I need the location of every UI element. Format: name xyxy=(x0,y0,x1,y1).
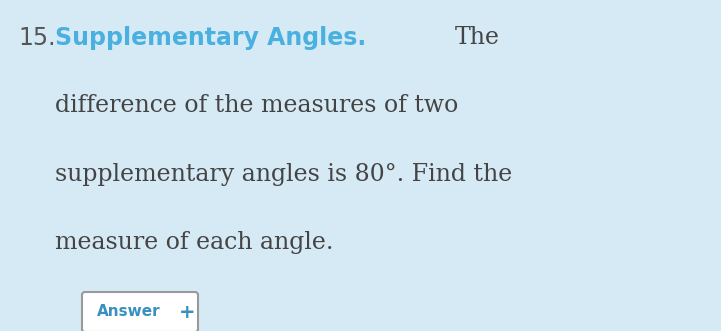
Text: supplementary angles is 80°. Find the: supplementary angles is 80°. Find the xyxy=(55,163,512,185)
FancyBboxPatch shape xyxy=(82,292,198,331)
Text: The: The xyxy=(455,26,500,50)
Text: 15.: 15. xyxy=(18,26,56,50)
Text: measure of each angle.: measure of each angle. xyxy=(55,230,334,254)
Text: +: + xyxy=(179,303,195,321)
Text: Supplementary Angles.: Supplementary Angles. xyxy=(55,26,366,50)
Text: Answer: Answer xyxy=(97,305,161,319)
Text: difference of the measures of two: difference of the measures of two xyxy=(55,94,459,118)
